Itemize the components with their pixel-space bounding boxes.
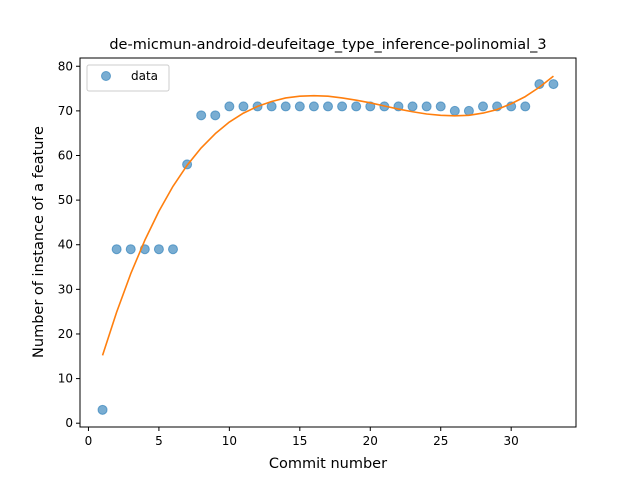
x-axis-label: Commit number	[269, 456, 387, 472]
axes-frame	[79, 57, 577, 428]
chart-title: de-micmun-android-deufeitage_type_infere…	[109, 37, 546, 53]
legend-label-data: data	[131, 69, 158, 83]
plot-area	[97, 75, 559, 415]
y-tick-label: 40	[58, 238, 73, 252]
data-point	[449, 105, 460, 116]
data-point	[308, 101, 319, 112]
data-point	[407, 101, 418, 112]
y-tick-label: 10	[58, 372, 73, 386]
data-point	[421, 101, 432, 112]
y-tick-label: 30	[58, 282, 73, 296]
y-tick-label: 80	[58, 59, 73, 73]
data-point	[125, 244, 136, 255]
data-point	[196, 110, 207, 121]
y-tick-label: 70	[58, 104, 73, 118]
data-point	[224, 101, 235, 112]
data-point	[294, 101, 305, 112]
data-point	[365, 101, 376, 112]
data-point	[210, 110, 221, 121]
fit-line	[101, 75, 554, 356]
data-point	[478, 101, 488, 112]
y-tick-label: 0	[65, 416, 73, 430]
data-point	[520, 101, 531, 112]
data-point	[97, 404, 108, 415]
y-axis-label: Number of instance of a feature	[31, 126, 47, 358]
data-point	[323, 101, 333, 112]
y-tick-label: 20	[58, 327, 73, 341]
x-tick-label: 10	[222, 434, 237, 448]
data-point	[280, 101, 291, 112]
data-point	[435, 101, 446, 112]
legend-marker-data	[101, 71, 111, 81]
y-tick-label: 60	[58, 148, 73, 162]
x-tick-label: 20	[363, 434, 378, 448]
data-point	[463, 105, 474, 116]
x-tick-label: 25	[433, 434, 448, 448]
x-tick-label: 5	[155, 434, 163, 448]
data-point	[351, 101, 362, 112]
y-tick-label: 50	[58, 193, 73, 207]
data-point	[548, 79, 559, 90]
legend: data	[86, 64, 170, 92]
data-point	[238, 101, 249, 112]
data-point	[153, 244, 164, 255]
data-point	[337, 101, 348, 112]
x-tick-label: 0	[85, 434, 93, 448]
x-tick-label: 30	[504, 434, 519, 448]
data-point	[111, 244, 122, 255]
data-point	[168, 244, 178, 255]
x-tick-label: 15	[292, 434, 307, 448]
